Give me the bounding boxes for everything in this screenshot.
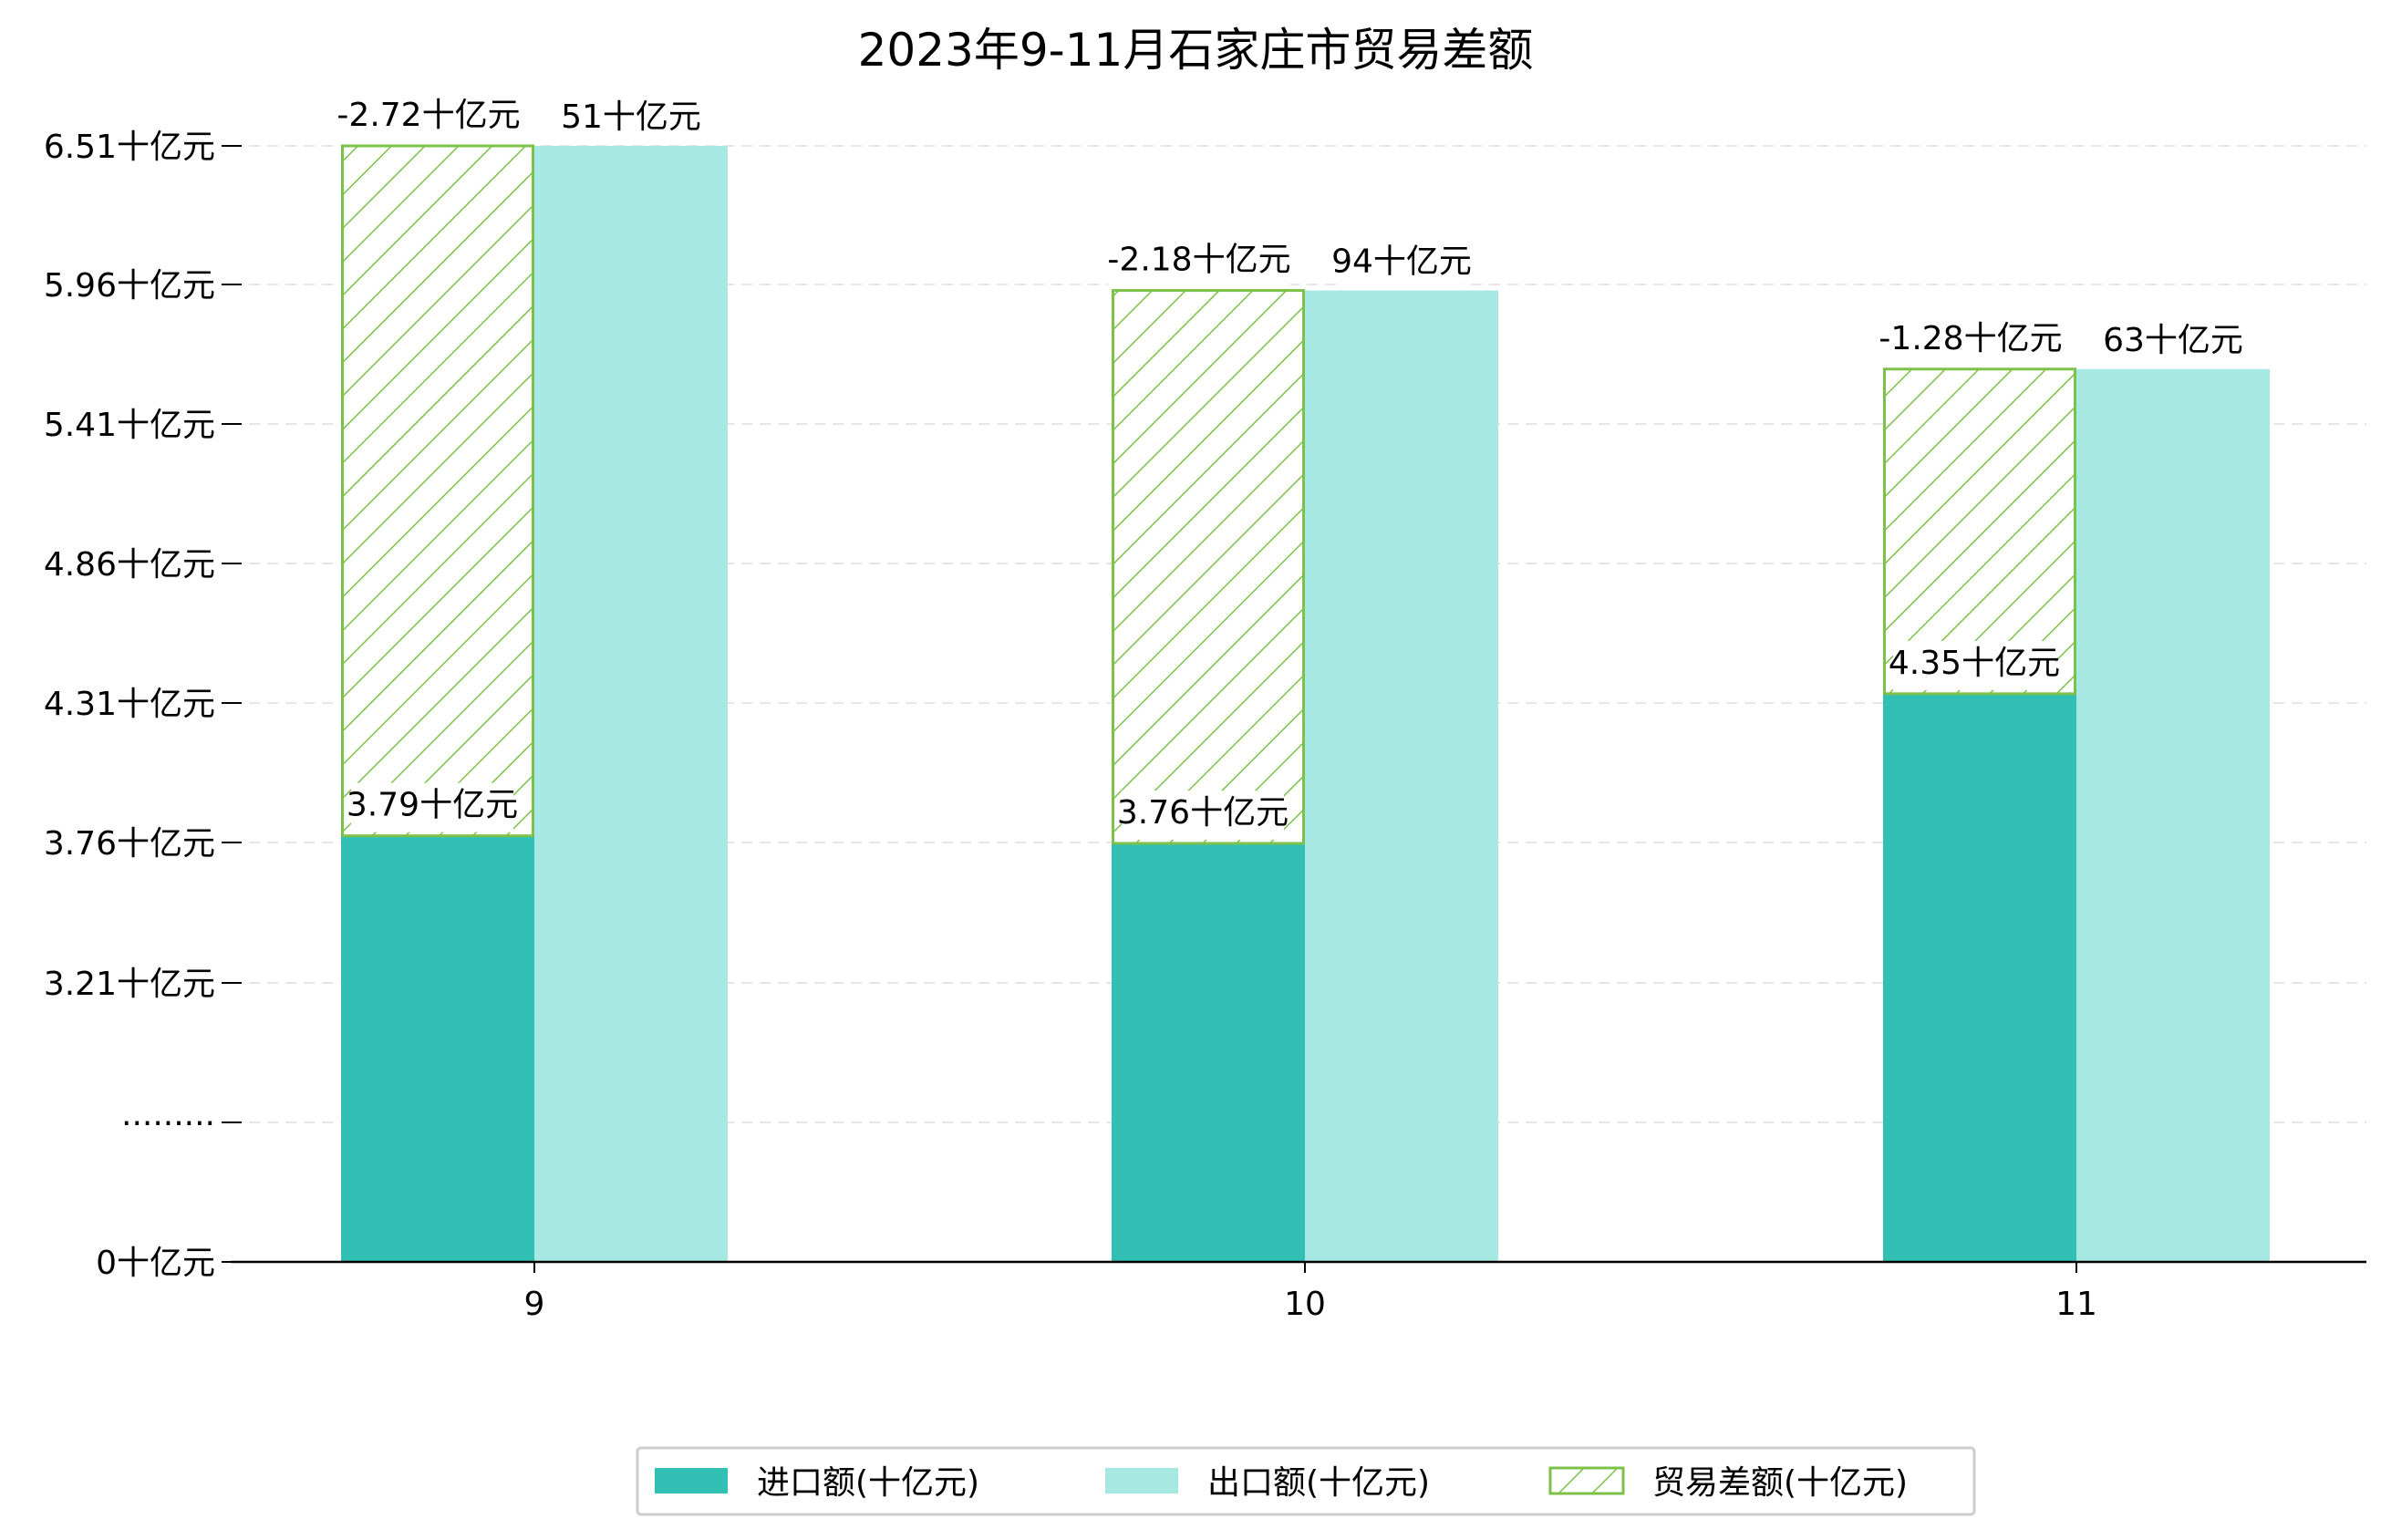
- import-value-label: 3.76十亿元: [1117, 791, 1289, 840]
- import-value-label: 4.35十亿元: [1889, 640, 2060, 690]
- y-tick-label: 4.31十亿元: [44, 686, 215, 723]
- y-tick-label: 0十亿元: [96, 1245, 215, 1282]
- legend: 进口额(十亿元) 出口额(十亿元) 贸易差额(十亿元): [636, 1446, 1976, 1516]
- trade-balance-bar: [1112, 289, 1305, 845]
- y-tick-label: 5.41十亿元: [44, 407, 215, 444]
- y-tick-label: 3.76十亿元: [44, 825, 215, 863]
- data-label-text: -1.28十亿元: [1879, 320, 2062, 357]
- y-tick-label: 5.96十亿元: [44, 267, 215, 305]
- data-label-text: -2.72十亿元: [336, 97, 520, 134]
- data-label-box: [1893, 640, 2055, 690]
- balance-value-label: -2.18十亿元: [1107, 237, 1291, 287]
- data-label-box: [1879, 315, 2062, 366]
- import-value-label: 3.79十亿元: [347, 782, 518, 832]
- data-label-box: [1108, 237, 1290, 287]
- legend-label: 贸易差额(十亿元): [1652, 1464, 1908, 1502]
- data-label-box: [1340, 239, 1463, 289]
- data-label-box: [570, 95, 692, 144]
- data-label-text: 4.35十亿元: [1889, 645, 2060, 682]
- export-bar: [534, 146, 728, 1262]
- balance-value-label: -2.72十亿元: [336, 93, 521, 142]
- export-value-label: 94十亿元: [1331, 239, 1472, 289]
- y-tick-label: 6.51十亿元: [44, 129, 215, 166]
- legend-frame: [636, 1446, 1976, 1516]
- data-label-box: [351, 782, 513, 832]
- legend-label: 进口额(十亿元): [757, 1464, 979, 1502]
- export-bar: [1305, 290, 1498, 1263]
- data-label-box: [1122, 791, 1284, 840]
- trade-balance-bar: [1883, 367, 2076, 696]
- import-bar: [341, 835, 534, 1262]
- chart-title: 2023年9-11月石家庄市贸易差额: [858, 24, 1534, 77]
- data-label-text: -2.18十亿元: [1107, 242, 1290, 279]
- x-tick-label: 9: [524, 1286, 545, 1323]
- data-label-text: 94十亿元: [1331, 243, 1472, 281]
- x-tick-label: 11: [2055, 1286, 2097, 1323]
- legend-swatch: [655, 1468, 728, 1493]
- y-tick-label: 4.86十亿元: [44, 546, 215, 584]
- data-label-box: [2112, 317, 2234, 367]
- bars: [341, 144, 2270, 1263]
- data-label-box: [337, 93, 520, 142]
- legend-swatch: [1105, 1468, 1178, 1493]
- y-tick-label: ·········: [121, 1105, 215, 1142]
- data-label-text: 51十亿元: [561, 98, 701, 136]
- trade-balance-bar: [341, 144, 534, 838]
- data-label-text: 3.79十亿元: [347, 787, 518, 824]
- legend-swatch: [1548, 1466, 1625, 1495]
- export-value-label: 63十亿元: [2103, 317, 2243, 367]
- export-value-label: 51十亿元: [561, 95, 701, 144]
- data-labels: 51十亿元 -2.72十亿元 3.79十亿元 94十亿元 -2.18十亿元 3.76十亿元…: [336, 93, 2243, 840]
- data-label-text: 3.76十亿元: [1117, 794, 1289, 832]
- y-tick-label: 3.21十亿元: [44, 966, 215, 1003]
- legend-label: 出口额(十亿元): [1207, 1464, 1430, 1502]
- import-bar: [1883, 693, 2076, 1262]
- import-bar: [1112, 843, 1305, 1262]
- balance-value-label: -1.28十亿元: [1879, 315, 2063, 366]
- export-bar: [2076, 368, 2270, 1262]
- data-label-text: 63十亿元: [2103, 322, 2243, 359]
- axes: 0十亿元 ········· 3.21十亿元 3.76十亿元 4.31十亿元 4.86十亿…: [44, 129, 2366, 1323]
- x-tick-label: 10: [1284, 1286, 1326, 1323]
